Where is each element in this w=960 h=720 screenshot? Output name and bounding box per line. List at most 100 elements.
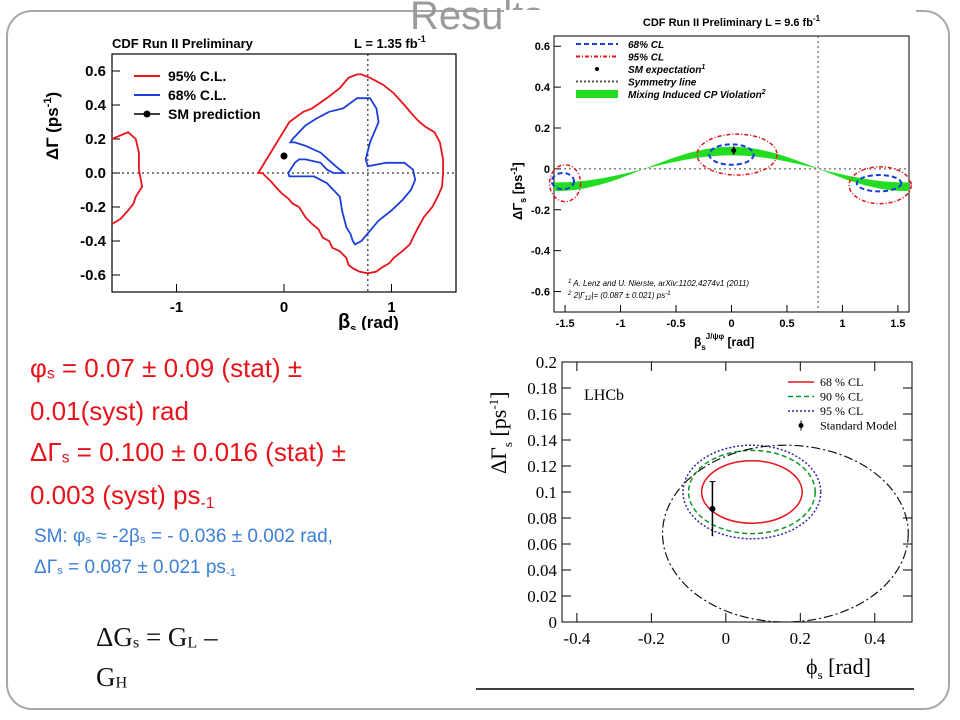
contour-90cl: [687, 449, 816, 535]
outer-ellipse: [661, 444, 909, 622]
footnote-sup: 1: [568, 279, 571, 285]
contour-95cl: [111, 131, 144, 225]
sm-sub2: s: [139, 534, 146, 547]
dgamma-value: = 0.100 ± 0.016 (stat) ±: [69, 437, 346, 467]
contour-68cl: [855, 174, 903, 193]
x-axis-label: βsJ/ψφ [rad]: [694, 332, 754, 352]
x-tick-label: -0.4: [563, 629, 590, 648]
y-tick-label: 0: [544, 164, 550, 176]
y-tick-label: 0.18: [527, 379, 557, 398]
chart-title: CDF Run II Preliminary: [112, 36, 254, 51]
y-tick-label: 0.12: [527, 457, 557, 476]
cdf-1-35-plot: CDF Run II Preliminary L = 1.35 fb-1 -0.6 -…: [40, 32, 460, 330]
legend-text: SM expectation: [628, 65, 701, 76]
sm-line2-a: ΔΓ: [34, 557, 58, 579]
y-label-text: ΔΓ (ps: [43, 107, 62, 160]
y-label-sup: -1: [486, 399, 501, 410]
sm-point: [731, 147, 737, 153]
sm-point: [709, 505, 716, 512]
legend-label: 95% C.L.: [168, 68, 226, 84]
y-label-sup: -1: [509, 167, 519, 175]
x-tick-label: -1: [616, 318, 626, 330]
contour-68cl: [287, 97, 417, 246]
y-label-text: ΔΓ: [486, 447, 511, 474]
sm-line1-a: SM: φ: [34, 526, 86, 547]
x-tick-label: -0.5: [667, 318, 686, 330]
sm-sub3: s: [57, 565, 63, 578]
x-tick-label: 1: [839, 318, 845, 330]
y-label-end: ): [43, 92, 62, 98]
y-label-end: ]: [510, 162, 525, 166]
def-d: G: [96, 661, 116, 692]
x-label-sub: s: [350, 323, 356, 330]
dgamma-symbol: ΔΓ: [30, 437, 62, 467]
y-label-sub: s: [518, 198, 528, 203]
phi-s-result: φs = 0.07 ± 0.09 (stat) ± 0.01(syst) rad: [30, 350, 450, 429]
footnote: 1 A. Lenz and U. Nierste, arXiv:1102.427…: [568, 279, 749, 288]
y-tick-label: 0.06: [527, 535, 557, 554]
x-label-sup: J/ψφ: [706, 332, 725, 341]
y-tick-label: 0: [549, 613, 558, 632]
legend-sup: 1: [701, 64, 705, 71]
y-tick-label: -0.6: [531, 287, 550, 299]
phi-s-syst: 0.01(syst) rad: [30, 395, 189, 426]
y-tick-label: 0.6: [85, 63, 106, 80]
legend-label: SM prediction: [168, 106, 261, 122]
legend-label: 90 % CL: [820, 390, 863, 404]
y-label-unit: [ps: [510, 175, 525, 198]
y-tick-label: -0.6: [80, 267, 106, 284]
y-tick-label: 0.08: [527, 509, 557, 528]
phi-s-value: = 0.07 ± 0.09 (stat) ±: [54, 353, 303, 383]
legend-sup: 2: [761, 89, 766, 96]
sm-prediction: SM: φs ≈ -2βs = - 0.036 ± 0.002 rad, ΔΓs…: [34, 523, 474, 587]
x-tick-label: 0: [722, 629, 731, 648]
chart-title: LHCb: [584, 387, 624, 404]
legend-swatch: [576, 90, 618, 98]
x-tick-label: -0.2: [638, 629, 665, 648]
contour-95cl: [682, 444, 822, 540]
def-H: H: [115, 673, 128, 692]
x-tick-label: -1.5: [556, 318, 575, 330]
sm-point: [280, 152, 288, 160]
x-axis-label: βs (rad): [338, 311, 399, 330]
footnote: 2 2|Γ12|= (0.087 ± 0.021) ps-1: [567, 291, 671, 302]
cdf-9-6-plot: CDF Run II Preliminary L = 9.6 fb-1 -0.6 -…: [504, 10, 916, 355]
y-tick-label: 0.14: [527, 431, 557, 450]
x-tick-label: 1.5: [890, 318, 905, 330]
lumi-sup: -1: [418, 34, 426, 44]
y-label-sup: -1: [42, 98, 54, 108]
footnote-sub: 12: [585, 296, 592, 302]
dgamma-syst: 0.003 (syst) ps: [30, 479, 201, 510]
y-tick-label: -0.2: [531, 205, 550, 217]
y-axis-label: ΔΓ (ps-1): [42, 92, 62, 160]
legend-text: Mixing Induced CP Violation: [628, 90, 762, 101]
sm-line1-c: = - 0.036 ± 0.002 rad,: [145, 526, 333, 547]
y-label-sub: s: [500, 442, 515, 447]
legend-text: 68% CL: [628, 40, 664, 51]
y-tick-label: 0.6: [535, 41, 550, 53]
footnote-text2: |= (0.087 ± 0.021) ps: [591, 291, 665, 300]
dgamma-unit-exp: -1: [200, 494, 215, 512]
x-tick-label: 0: [728, 318, 734, 330]
y-tick-label: 0.2: [85, 131, 106, 148]
y-tick-label: 0.02: [527, 587, 557, 606]
phi-s-sub: s: [46, 365, 55, 383]
legend-label: 68% CL: [628, 40, 664, 51]
contour-95cl: [696, 133, 778, 176]
legend-label: SM expectation1: [628, 64, 705, 76]
cp-violation-band: [554, 146, 909, 191]
def-s: s: [132, 633, 140, 652]
y-tick-label: 0.0: [85, 165, 106, 182]
chart-title: CDF Run II Preliminary L = 9.6 fb-1: [643, 14, 821, 29]
x-tick-label: 0.5: [779, 318, 794, 330]
legend-point: [798, 423, 804, 428]
lhcb-plot: 0 0.02 0.04 0.06 0.08 0.1 0.12 0.14 0.16 0.18 0.2 -…: [476, 352, 916, 690]
lumi-label: L = 1.35 fb-1: [354, 34, 426, 51]
x-tick-label: 1: [387, 299, 395, 316]
x-label-unit: [rad]: [724, 335, 754, 349]
legend-label: Standard Model: [820, 419, 898, 433]
x-label-unit: (rad): [356, 313, 399, 330]
legend-label: 68% C.L.: [168, 87, 226, 103]
x-label-sym: β: [338, 311, 350, 330]
contour-95cl: [848, 166, 912, 205]
